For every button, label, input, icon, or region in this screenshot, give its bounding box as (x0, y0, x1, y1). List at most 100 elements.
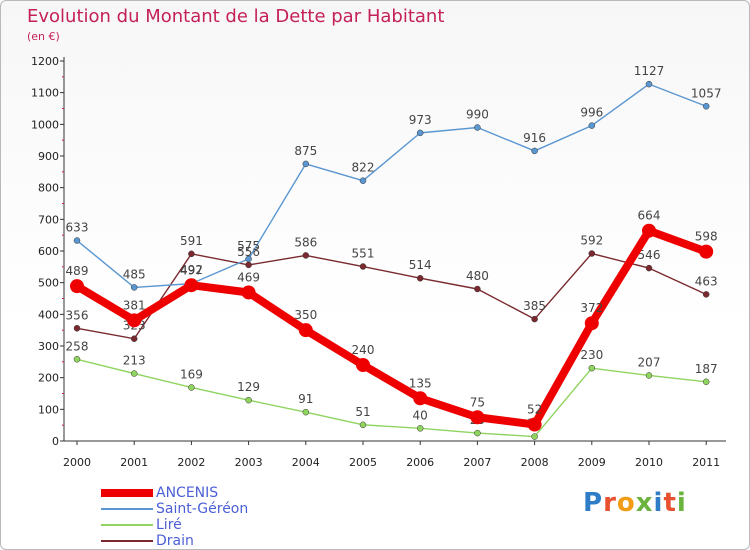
x-tick-label: 2003 (235, 456, 263, 469)
data-label-drain: 591 (180, 234, 203, 248)
data-label-ancenis: 492 (180, 263, 203, 277)
data-point-ancenis (413, 391, 428, 406)
legend-swatch-lire (101, 524, 153, 526)
data-point-lire (359, 421, 367, 429)
legend-swatch-saint-gereon (101, 508, 153, 510)
data-point-ancenis (70, 279, 84, 294)
data-point-drain (245, 261, 252, 269)
data-label-ancenis: 489 (66, 264, 89, 278)
data-point-lire (416, 425, 424, 432)
data-point-lire (302, 408, 310, 416)
data-point-ancenis (127, 313, 142, 328)
legend-label-lire: Liré (156, 517, 182, 533)
data-point-drain (359, 263, 367, 270)
y-tick-label: 200 (38, 372, 59, 385)
x-tick-label: 2010 (635, 456, 663, 469)
x-tick-label: 2004 (292, 456, 320, 469)
logo-letter: t (663, 488, 677, 518)
data-label-lire: 213 (123, 354, 146, 368)
data-point-saint-gereon (302, 160, 310, 168)
data-point-lire (588, 364, 596, 372)
y-tick-label: 300 (38, 340, 59, 353)
y-tick-label: 0 (52, 435, 59, 448)
data-point-drain (130, 335, 138, 342)
data-label-drain: 463 (695, 274, 718, 288)
data-label-drain: 385 (523, 299, 546, 313)
data-label-saint-gereon: 1127 (634, 64, 665, 78)
data-point-saint-gereon (245, 255, 252, 263)
data-label-lire: 91 (298, 392, 313, 406)
data-label-saint-gereon: 990 (466, 108, 489, 122)
data-point-ancenis (298, 323, 313, 338)
data-point-ancenis (241, 285, 256, 300)
series-line-ancenis (73, 226, 711, 429)
data-point-lire (645, 372, 653, 379)
data-label-drain: 514 (409, 258, 432, 272)
data-point-lire (188, 384, 195, 391)
data-label-lire: 40 (413, 408, 428, 422)
data-label-ancenis: 52 (527, 403, 542, 417)
data-point-lire (245, 396, 252, 404)
data-label-ancenis: 240 (352, 343, 375, 357)
logo-letter: P (583, 488, 604, 518)
proxiti-logo: Proxiti (583, 488, 687, 518)
data-label-ancenis: 381 (123, 298, 146, 312)
data-label-lire: 129 (237, 380, 260, 394)
data-point-ancenis (584, 316, 599, 331)
x-tick-label: 2007 (463, 456, 491, 469)
data-label-lire: 187 (695, 362, 718, 376)
data-point-saint-gereon (531, 147, 538, 155)
y-tick-label: 900 (38, 150, 59, 163)
x-tick-label: 2002 (177, 456, 205, 469)
data-label-saint-gereon: 973 (409, 113, 432, 127)
data-label-ancenis: 135 (409, 376, 432, 390)
y-tick-label: 700 (38, 213, 59, 226)
data-label-ancenis: 372 (580, 301, 603, 315)
y-tick-label: 1000 (31, 118, 59, 131)
legend-swatch-drain (101, 540, 153, 542)
data-point-saint-gereon (130, 284, 138, 291)
legend-label-saint-gereon: Saint-Géréon (156, 501, 249, 517)
y-tick-label: 1200 (31, 55, 59, 68)
data-label-saint-gereon: 633 (66, 221, 89, 235)
data-label-lire: 169 (180, 367, 203, 381)
data-point-drain (531, 315, 538, 323)
data-label-saint-gereon: 822 (352, 161, 375, 175)
legend-label-drain: Drain (156, 533, 194, 549)
logo-letter: r (603, 488, 617, 518)
data-point-ancenis (527, 417, 542, 432)
data-point-ancenis (356, 358, 370, 372)
data-label-saint-gereon: 875 (294, 144, 317, 158)
logo-letter: o (616, 488, 636, 518)
y-tick-label: 800 (38, 182, 59, 195)
y-tick-label: 1100 (31, 87, 59, 100)
data-label-drain: 356 (66, 308, 89, 322)
data-point-drain (73, 325, 81, 332)
series-line-saint-gereon (76, 83, 707, 289)
data-label-ancenis: 664 (638, 209, 661, 223)
data-label-drain: 592 (580, 234, 603, 248)
x-tick-label: 2008 (521, 456, 549, 469)
legend-label-ancenis: ANCENIS (156, 485, 219, 501)
data-label-saint-gereon: 575 (237, 239, 260, 253)
data-label-drain: 546 (638, 248, 661, 262)
data-point-drain (702, 291, 710, 298)
data-label-saint-gereon: 916 (523, 131, 546, 145)
data-label-saint-gereon: 996 (580, 106, 603, 120)
y-tick-label: 400 (38, 308, 59, 321)
x-tick-label: 2006 (406, 456, 434, 469)
x-tick-label: 2009 (578, 456, 606, 469)
data-point-lire (531, 433, 538, 440)
data-label-drain: 480 (466, 269, 489, 283)
data-label-lire: 230 (580, 348, 603, 362)
data-point-ancenis (642, 223, 656, 238)
data-label-drain: 586 (294, 235, 317, 249)
data-point-ancenis (470, 410, 485, 425)
data-point-saint-gereon (416, 129, 424, 137)
data-point-drain (188, 250, 195, 258)
data-label-saint-gereon: 485 (123, 267, 146, 281)
series-line-drain (76, 252, 707, 340)
y-tick-label: 500 (38, 277, 59, 290)
data-point-ancenis (184, 278, 199, 293)
